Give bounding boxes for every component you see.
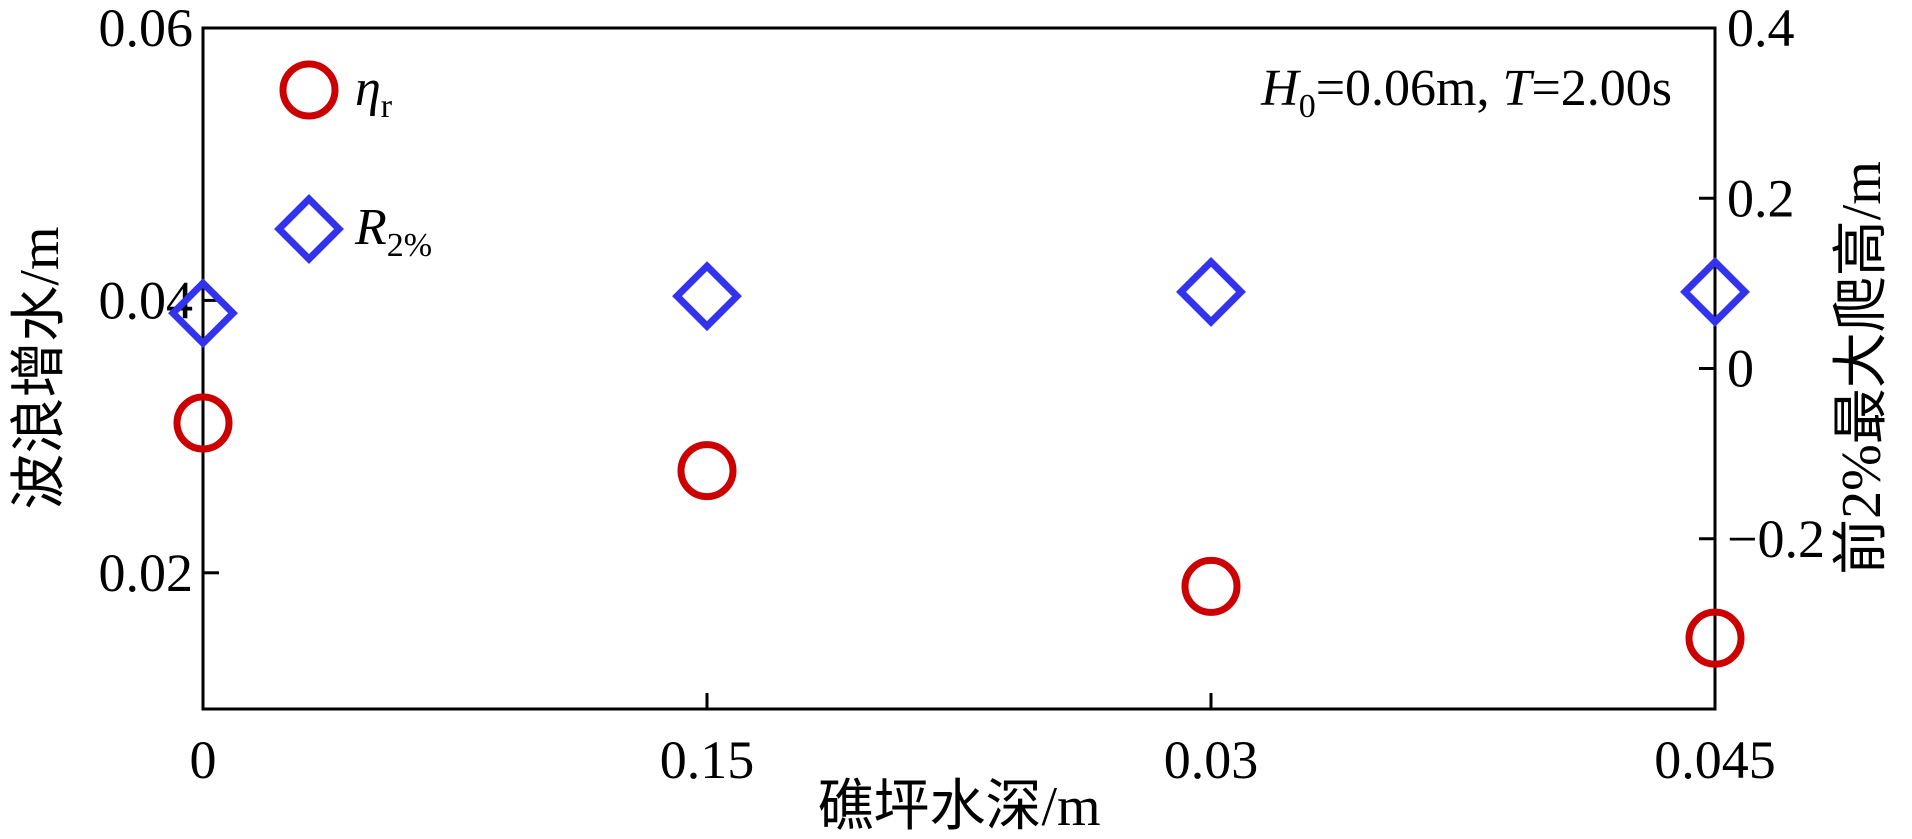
legend-circle-marker [279, 60, 339, 120]
right-y-ticks: −0.2 0 0.2 0.4 [1699, 0, 1825, 569]
left-y-ticks: 0.020.040.06 [99, 0, 219, 603]
right-tick-label: 0 [1727, 339, 1754, 399]
condition-annotation: H0=0.06m, T=2.00s [1260, 60, 1672, 125]
x-tick-label: 0 [190, 730, 217, 790]
left-y-axis-label: 波浪增水/m [9, 226, 71, 509]
legend-diamond-marker [274, 194, 344, 264]
series-eta-r [173, 393, 1745, 668]
right-y-axis-label: 前2%最大爬高/m [1831, 161, 1893, 575]
eta-r-point [173, 393, 233, 453]
legend: ηr R2% [274, 60, 432, 264]
x-tick-label: 0.15 [660, 730, 755, 790]
right-tick-label: 0.4 [1727, 0, 1795, 58]
x-axis-label: 礁坪水深/m [817, 776, 1100, 838]
series-r-2pct [168, 256, 1750, 349]
right-tick-label: 0.2 [1727, 168, 1795, 228]
left-tick-label: 0.06 [99, 0, 194, 58]
plot-frame [201, 26, 1717, 711]
r-2pct-point [1680, 256, 1750, 327]
eta-r-point [1181, 556, 1241, 616]
r-2pct-point [672, 261, 742, 332]
eta-r-point [1685, 608, 1745, 668]
r-2pct-point [168, 278, 238, 349]
r-2pct-point [1176, 256, 1246, 327]
x-ticks: 0 0.15 0.03 0.045 [190, 693, 1776, 790]
x-tick-label: 0.03 [1164, 730, 1259, 790]
legend-label-eta: ηr [355, 60, 393, 125]
left-tick-label: 0.02 [99, 543, 194, 603]
x-tick-label: 0.045 [1654, 730, 1776, 790]
legend-label-r2: R2% [354, 199, 432, 264]
right-tick-label: −0.2 [1727, 509, 1825, 569]
eta-r-point [677, 441, 737, 501]
